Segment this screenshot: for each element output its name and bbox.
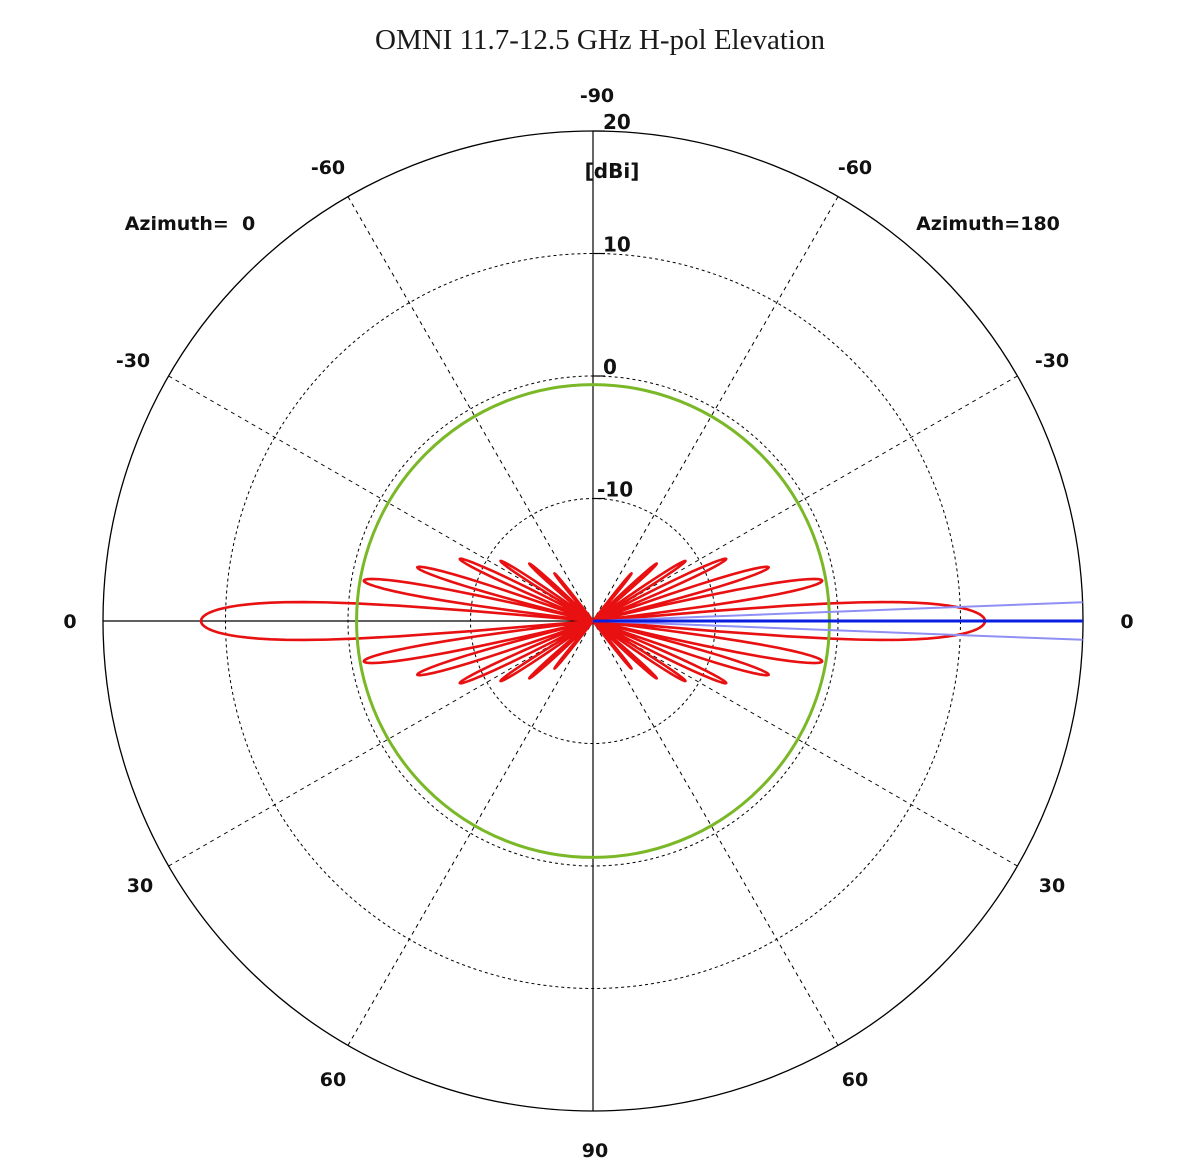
angle-label-lower-right-60: 60 bbox=[842, 1069, 868, 1091]
angle-label-top: -90 bbox=[580, 85, 614, 107]
chart-title: OMNI 11.7-12.5 GHz H-pol Elevation bbox=[375, 24, 825, 56]
curves-layer bbox=[199, 383, 1083, 859]
angle-label-left: 0 bbox=[63, 611, 76, 633]
unit-label: [dBi] bbox=[585, 159, 640, 183]
radial-tick-label: 10 bbox=[603, 233, 631, 257]
angle-label-mid-upper-right: -30 bbox=[1035, 350, 1069, 372]
radial-tick-label: 20 bbox=[603, 110, 631, 134]
side-label-azimuth-0: Azimuth= 0 bbox=[125, 213, 256, 235]
angle-label-mid-upper-left: -30 bbox=[116, 350, 150, 372]
blue-spread-lower bbox=[592, 620, 1083, 641]
angle-label-upper-right: -60 bbox=[838, 157, 872, 179]
angle-label-lower-left-60: 60 bbox=[320, 1069, 346, 1091]
side-label-azimuth-180: Azimuth=180 bbox=[916, 213, 1060, 235]
angle-label-upper-left: -60 bbox=[311, 157, 345, 179]
angle-label-lower-left-30: 30 bbox=[127, 875, 153, 897]
angle-label-bottom: 90 bbox=[582, 1140, 608, 1162]
blue-spread-upper bbox=[592, 601, 1083, 622]
angle-label-lower-right-30: 30 bbox=[1039, 875, 1065, 897]
angle-label-right: 0 bbox=[1120, 611, 1133, 633]
radial-tick-label: 0 bbox=[603, 355, 617, 379]
radial-tick-label: -10 bbox=[597, 478, 633, 502]
labels-layer: -90 90 0 0 -60 -60 -30 -30 30 30 60 60 A… bbox=[63, 85, 1133, 1162]
red-pattern-left bbox=[199, 557, 595, 685]
